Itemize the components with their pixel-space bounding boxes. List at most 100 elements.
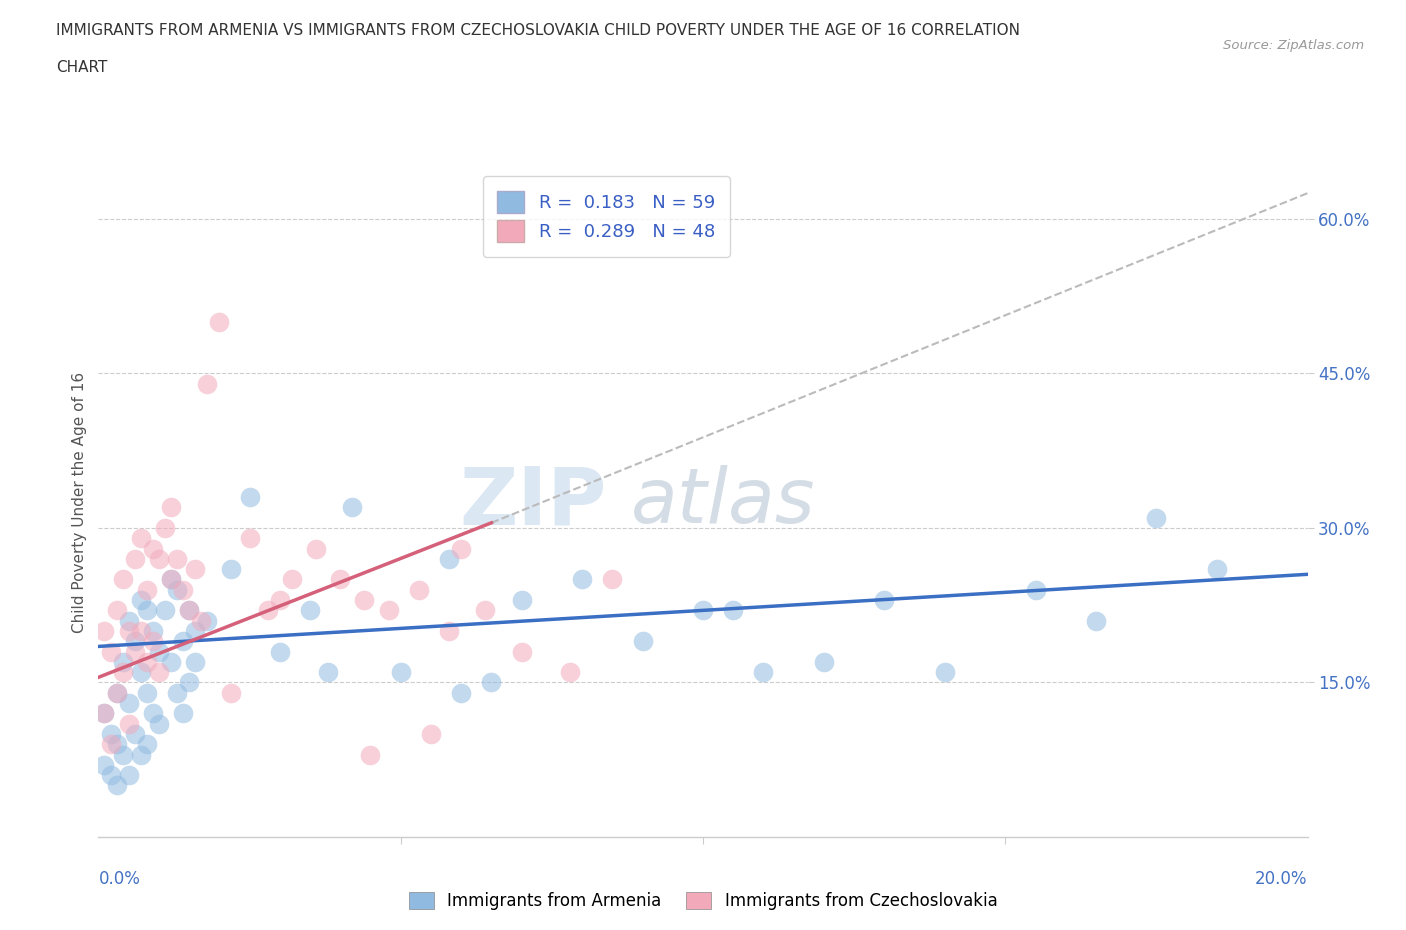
Point <box>135 603 157 618</box>
Point <box>389 665 412 680</box>
Text: 20.0%: 20.0% <box>1256 870 1308 887</box>
Point <box>153 603 176 618</box>
Point <box>118 768 141 783</box>
Point <box>195 377 218 392</box>
Point <box>510 592 533 607</box>
Point <box>177 675 201 690</box>
Legend: R =  0.183   N = 59, R =  0.289   N = 48: R = 0.183 N = 59, R = 0.289 N = 48 <box>482 177 730 257</box>
Point <box>316 665 339 680</box>
Point <box>93 706 115 721</box>
Point <box>100 644 122 659</box>
Point <box>721 603 744 618</box>
Text: Source: ZipAtlas.com: Source: ZipAtlas.com <box>1223 39 1364 52</box>
Point <box>269 644 291 659</box>
Point <box>148 644 170 659</box>
Point <box>571 572 593 587</box>
Point <box>160 655 183 670</box>
Point <box>172 706 194 721</box>
Point <box>111 655 134 670</box>
Point <box>172 634 194 649</box>
Point <box>1206 562 1229 577</box>
Point <box>93 623 115 638</box>
Point <box>510 644 533 659</box>
Point <box>177 603 201 618</box>
Point <box>148 551 170 566</box>
Point <box>105 737 128 751</box>
Point <box>129 665 152 680</box>
Point <box>474 603 496 618</box>
Point <box>305 541 328 556</box>
Point <box>256 603 278 618</box>
Point <box>239 489 262 504</box>
Point <box>437 623 460 638</box>
Point <box>1144 511 1167 525</box>
Point <box>118 696 141 711</box>
Point <box>135 685 157 700</box>
Point <box>1024 582 1046 597</box>
Point <box>129 592 152 607</box>
Point <box>135 655 157 670</box>
Point <box>752 665 775 680</box>
Point <box>166 685 188 700</box>
Point <box>100 737 122 751</box>
Point <box>190 613 212 628</box>
Text: IMMIGRANTS FROM ARMENIA VS IMMIGRANTS FROM CZECHOSLOVAKIA CHILD POVERTY UNDER TH: IMMIGRANTS FROM ARMENIA VS IMMIGRANTS FR… <box>56 23 1021 38</box>
Point <box>481 675 503 690</box>
Point <box>129 623 152 638</box>
Point <box>558 665 581 680</box>
Point <box>93 757 115 772</box>
Point <box>177 603 201 618</box>
Text: CHART: CHART <box>56 60 108 75</box>
Text: ZIP: ZIP <box>458 463 606 541</box>
Point <box>142 634 165 649</box>
Point <box>142 623 165 638</box>
Point <box>105 603 128 618</box>
Point <box>166 551 188 566</box>
Point <box>124 551 146 566</box>
Point <box>118 613 141 628</box>
Point <box>281 572 304 587</box>
Point <box>124 644 146 659</box>
Point <box>118 623 141 638</box>
Point <box>934 665 956 680</box>
Point <box>172 582 194 597</box>
Point <box>221 685 243 700</box>
Point <box>142 706 165 721</box>
Point <box>111 665 134 680</box>
Point <box>135 737 157 751</box>
Text: atlas: atlas <box>630 465 815 539</box>
Point <box>692 603 714 618</box>
Point <box>166 582 188 597</box>
Point <box>1085 613 1108 628</box>
Point <box>299 603 322 618</box>
Point <box>105 685 128 700</box>
Point <box>105 778 128 793</box>
Point <box>342 500 364 515</box>
Point <box>419 726 441 741</box>
Point <box>377 603 399 618</box>
Point <box>221 562 243 577</box>
Point <box>129 747 152 762</box>
Point <box>124 634 146 649</box>
Point <box>437 551 460 566</box>
Point <box>602 572 624 587</box>
Point <box>184 562 207 577</box>
Point <box>100 726 122 741</box>
Point <box>631 634 654 649</box>
Point <box>450 541 472 556</box>
Point <box>239 531 262 546</box>
Text: 0.0%: 0.0% <box>98 870 141 887</box>
Point <box>360 747 382 762</box>
Point <box>269 592 291 607</box>
Point <box>160 572 183 587</box>
Point <box>450 685 472 700</box>
Point <box>105 685 128 700</box>
Point <box>184 655 207 670</box>
Point <box>148 716 170 731</box>
Point <box>873 592 896 607</box>
Point <box>93 706 115 721</box>
Point <box>118 716 141 731</box>
Point <box>408 582 430 597</box>
Point <box>100 768 122 783</box>
Point <box>111 572 134 587</box>
